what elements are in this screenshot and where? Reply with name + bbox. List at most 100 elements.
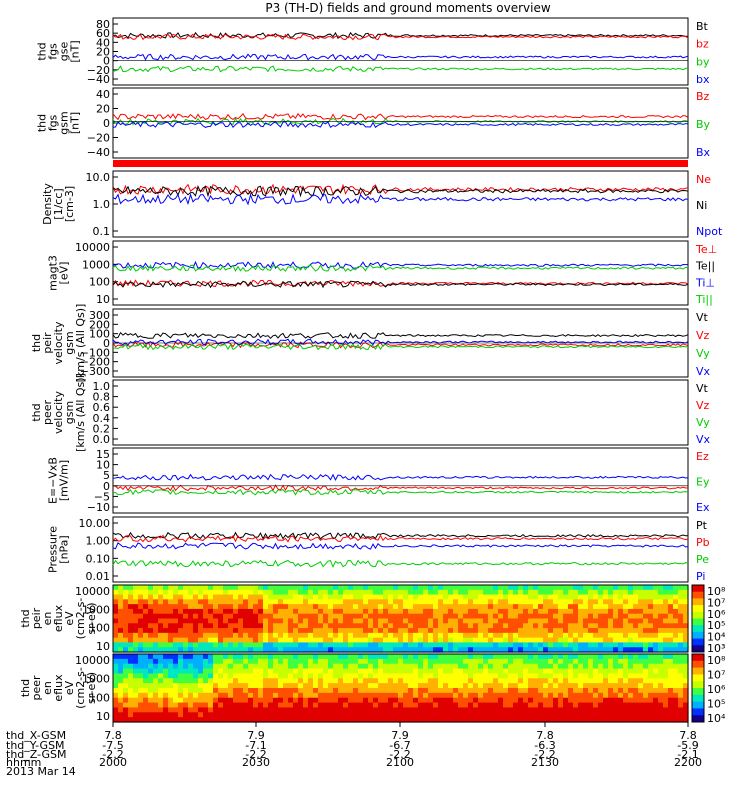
spectrogram-cell <box>148 618 154 624</box>
spectrogram-cell <box>563 702 569 709</box>
spectrogram-cell <box>383 608 389 615</box>
spectrogram-cell <box>288 717 294 723</box>
spectrogram-cell <box>403 673 409 679</box>
spectrogram-cell <box>563 683 569 689</box>
spectrogram-cell <box>173 673 179 679</box>
spectrogram-cell <box>143 618 149 624</box>
spectrogram-cell <box>163 589 169 596</box>
spectrogram-cell <box>663 589 669 596</box>
spectrogram-cell <box>173 608 179 615</box>
spectrogram-cell <box>578 623 584 629</box>
spectrogram-cell <box>488 702 494 709</box>
y-tick-label: 10 <box>96 640 110 653</box>
spectrogram-cell <box>473 628 479 634</box>
spectrogram-cell <box>528 707 534 713</box>
spectrogram-cell <box>243 632 249 639</box>
spectrogram-cell <box>483 613 489 620</box>
spectrogram-cell <box>528 663 534 670</box>
spectrogram-cell <box>628 599 634 605</box>
spectrogram-cell <box>613 599 619 605</box>
spectrogram-cell <box>213 712 219 718</box>
spectrogram-cell <box>668 589 674 596</box>
spectrogram-cell <box>448 632 454 639</box>
spectrogram-cell <box>303 632 309 639</box>
panel-frame <box>112 17 689 86</box>
spectrogram-cell <box>618 608 624 615</box>
spectrogram-cell <box>448 585 454 591</box>
spectrogram-cell <box>208 654 214 660</box>
spectrogram-cell <box>353 632 359 639</box>
spectrogram-cell <box>643 623 649 629</box>
spectrogram-cell <box>648 642 654 648</box>
spectrogram-cell <box>403 717 409 723</box>
spectrogram-cell <box>573 707 579 713</box>
spectrogram-cell <box>113 642 119 648</box>
series-line <box>112 531 689 540</box>
colorbar-tick-label: 10³ <box>707 642 725 655</box>
spectrogram-cell <box>178 658 184 665</box>
spectrogram-cell <box>613 663 619 670</box>
spectrogram-cell <box>318 658 324 665</box>
y-tick-label: −300 <box>80 365 110 378</box>
spectrogram-cell <box>578 678 584 684</box>
panel-ylabel-line: Density <box>41 183 54 225</box>
panel-ylabel-line: E=−VxB <box>47 457 60 504</box>
spectrogram-cell <box>468 697 474 704</box>
spectrogram-cell <box>223 654 229 660</box>
spectrogram-cell <box>503 702 509 709</box>
spectrogram-cell <box>328 707 334 713</box>
spectrogram-cell <box>523 683 529 689</box>
spectrogram-cell <box>678 623 684 629</box>
spectrogram-cell <box>678 658 684 665</box>
spectrogram-cell <box>238 663 244 670</box>
spectrogram-cell <box>138 637 144 644</box>
spectrogram-cell <box>443 697 449 704</box>
spectrogram-cell <box>368 654 374 660</box>
spectrogram-cell <box>538 712 544 718</box>
spectrogram-cell <box>358 637 364 644</box>
spectrogram-cell <box>203 647 209 653</box>
spectrogram-cell <box>348 594 354 600</box>
spectrogram-cell <box>258 618 264 624</box>
spectrogram-cell <box>593 654 599 660</box>
spectrogram-cell <box>663 599 669 605</box>
spectrogram-cell <box>343 623 349 629</box>
panel-ylabel-line: [cm-3] <box>63 186 76 222</box>
colorbar-cell <box>692 686 704 689</box>
spectrogram-cell <box>368 673 374 679</box>
spectrogram-cell <box>348 604 354 610</box>
spectrogram-cell <box>418 654 424 660</box>
spectrogram-cell <box>663 618 669 624</box>
panel-ylabel-line: [mV/m] <box>58 460 71 501</box>
spectrogram-cell <box>363 647 369 653</box>
spectrogram-cell <box>473 608 479 615</box>
spectrogram-cell <box>233 697 239 704</box>
spectrogram-cell <box>498 618 504 624</box>
spectrogram-cell <box>503 668 509 675</box>
spectrogram-cell <box>548 613 554 620</box>
spectrogram-cell <box>653 673 659 679</box>
spectrogram-cell <box>313 637 319 644</box>
colorbar-cell <box>692 679 704 682</box>
spectrogram-cell <box>328 585 334 591</box>
spectrogram-cell <box>348 697 354 704</box>
spectrogram-cell <box>343 712 349 718</box>
spectrogram-cell <box>533 717 539 723</box>
spectrogram-cell <box>443 618 449 624</box>
spectrogram-cell <box>563 707 569 713</box>
spectrogram-cell <box>388 642 394 648</box>
colorbar-cell <box>692 720 704 723</box>
spectrogram-cell <box>443 712 449 718</box>
series-line <box>112 53 689 61</box>
spectrogram-cell <box>408 632 414 639</box>
spectrogram-cell <box>443 613 449 620</box>
spectrogram-cell <box>493 663 499 670</box>
spectrogram-cell <box>593 678 599 684</box>
colorbar-cell <box>692 601 704 604</box>
spectrogram-cell <box>303 623 309 629</box>
spectrogram-cell <box>623 697 629 704</box>
spectrogram-cell <box>653 683 659 689</box>
spectrogram-cell <box>638 618 644 624</box>
spectrogram-cell <box>148 628 154 634</box>
spectrogram-cell <box>663 604 669 610</box>
